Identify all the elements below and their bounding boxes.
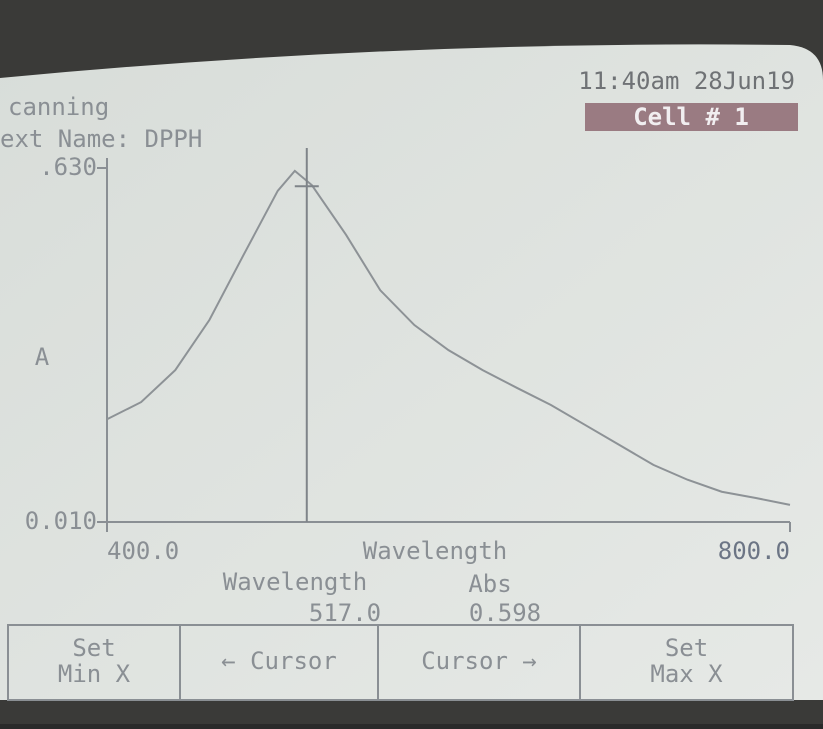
screen-photo: canning ext Name: DPPH 11:40am 28Jun19 C… [0, 0, 823, 724]
y-axis-label: A [35, 343, 50, 371]
x-tick-label: 400.0 [107, 537, 179, 565]
page: canning ext Name: DPPH 11:40am 28Jun19 C… [0, 0, 823, 724]
cell: Cell # 1 [633, 103, 749, 131]
x-axis-label: Wavelength [363, 537, 508, 565]
y-tick-label: 0.010 [25, 507, 97, 535]
y-tick-label: .630 [39, 153, 97, 181]
readout-y-value: 0.598 [469, 599, 541, 627]
readout-x-value: 517.0 [309, 599, 381, 627]
softkey-label[interactable]: ← Cursor [221, 647, 337, 675]
status: canning [8, 93, 109, 121]
datetime: 11:40am 28Jun19 [578, 67, 795, 95]
readout-x-label: Wavelength [223, 568, 368, 596]
x-tick-label: 800.0 [718, 537, 790, 565]
test-name: ext Name: DPPH [0, 125, 202, 153]
readout-y-label: Abs [468, 570, 511, 598]
softkey-label[interactable]: Cursor → [421, 647, 537, 675]
